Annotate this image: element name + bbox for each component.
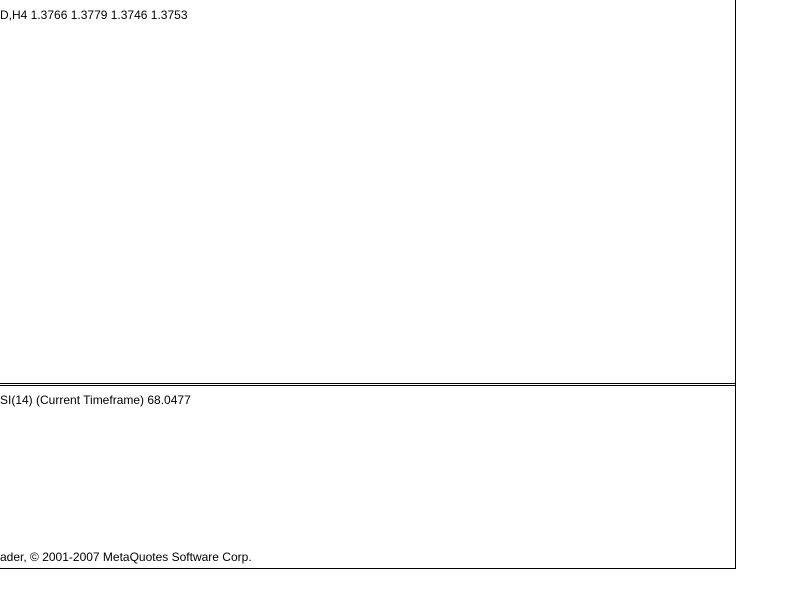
chart-title: D,H4 1.3766 1.3779 1.3746 1.3753 [0, 8, 188, 22]
copyright: ader, © 2001-2007 MetaQuotes Software Co… [0, 550, 252, 564]
indicator-title: SI(14) (Current Timeframe) 68.0477 [0, 393, 191, 407]
